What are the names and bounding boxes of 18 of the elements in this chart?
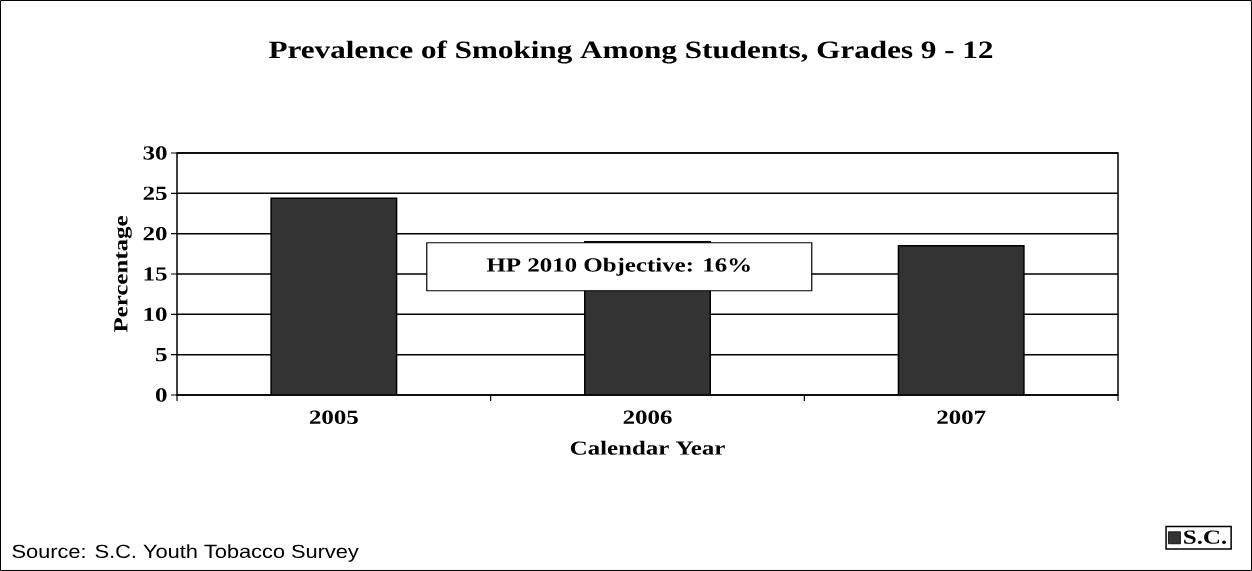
y-tick-label: 25 [143,186,167,201]
y-tick-label: 5 [156,348,167,362]
y-tick-label: 30 [143,146,167,160]
x-tick-label: 2006 [623,410,672,424]
bar [897,245,1025,395]
annotation: HP 2010 Objective: 16% [486,257,750,276]
y-tick-label: 0 [155,388,167,402]
y-tick-label: 15 [144,267,167,281]
x-tick-label: 2007 [937,410,986,424]
legend-label: S.C. [1184,530,1227,544]
source-note: Source: S.C. Youth Tobacco Survey [12,544,359,562]
y-tick-label: 20 [143,226,167,241]
y-axis-title: Percentage [114,216,132,333]
x-axis-title: Calendar Year [570,440,725,455]
chart-title: Prevalence of Smoking Among Students, Grades 9 - 12 [269,40,993,64]
bar [270,197,398,395]
x-tick-label: 2005 [309,410,358,424]
y-tick-label: 10 [144,307,167,322]
